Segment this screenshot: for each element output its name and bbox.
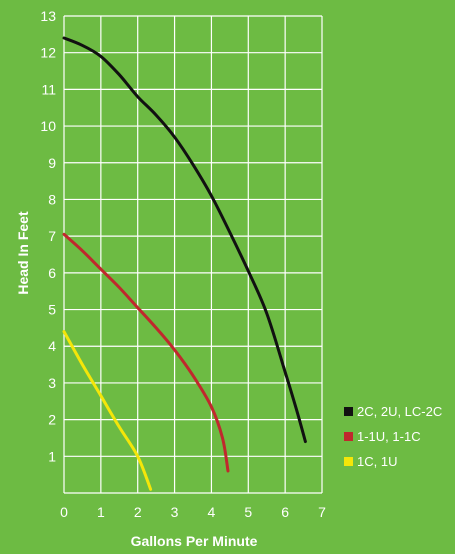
legend-label: 1C, 1U — [357, 454, 397, 469]
legend-swatch — [344, 407, 353, 416]
series-lines — [62, 36, 307, 491]
y-tick-label: 4 — [48, 338, 56, 354]
y-tick-label: 7 — [48, 228, 56, 244]
y-tick-label: 9 — [48, 155, 56, 171]
legend-label: 1-1U, 1-1C — [357, 429, 421, 444]
series-line-0 — [62, 36, 307, 444]
x-axis-title: Gallons Per Minute — [131, 533, 258, 549]
y-tick-label: 6 — [48, 265, 56, 281]
series-line-2 — [62, 330, 153, 491]
x-tick-label: 4 — [208, 504, 216, 520]
y-tick-label: 12 — [40, 45, 56, 61]
legend: 2C, 2U, LC-2C 1-1U, 1-1C 1C, 1U — [344, 404, 442, 469]
legend-label: 2C, 2U, LC-2C — [357, 404, 442, 419]
y-tick-label: 3 — [48, 375, 56, 391]
x-tick-label: 5 — [244, 504, 252, 520]
y-tick-label: 2 — [48, 412, 56, 428]
x-tick-label: 2 — [134, 504, 142, 520]
y-tick-label: 11 — [41, 81, 56, 97]
y-tick-label: 13 — [40, 8, 56, 24]
x-tick-label: 6 — [281, 504, 289, 520]
x-tick-labels: 0 1 2 3 4 5 6 7 — [60, 504, 326, 520]
x-tick-label: 7 — [318, 504, 326, 520]
x-tick-label: 3 — [171, 504, 179, 520]
y-axis-title: Head In Feet — [15, 211, 31, 295]
x-tick-label: 0 — [60, 504, 68, 520]
y-tick-label: 8 — [48, 191, 56, 207]
y-tick-label: 5 — [48, 302, 56, 318]
x-tick-label: 1 — [97, 504, 105, 520]
series-line-1 — [62, 232, 230, 473]
y-tick-label: 10 — [40, 118, 56, 134]
grid — [63, 15, 323, 494]
y-tick-label: 1 — [48, 448, 56, 464]
legend-swatch — [344, 432, 353, 441]
legend-swatch — [344, 457, 353, 466]
